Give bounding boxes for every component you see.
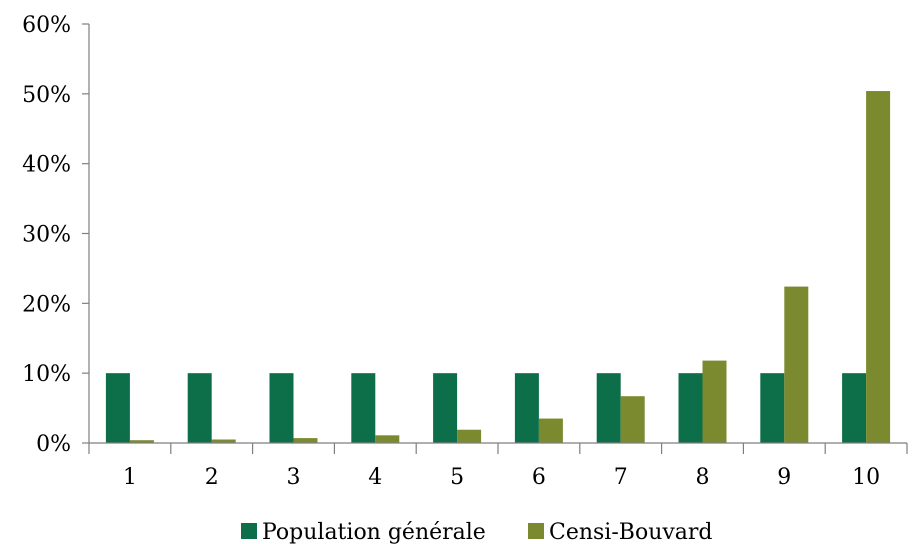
bar-population-generale-2 (187, 373, 212, 443)
bar-population-generale-10 (842, 373, 867, 443)
x-tick-label: 1 (123, 465, 137, 490)
x-tick-label: 4 (368, 465, 382, 490)
bar-censi-bouvard-6 (538, 418, 563, 443)
legend-swatch (241, 523, 257, 539)
x-tick-label: 5 (450, 465, 464, 490)
bar-population-generale-6 (514, 373, 539, 443)
x-tick-label: 3 (287, 465, 301, 490)
bar-censi-bouvard-1 (129, 440, 154, 443)
bar-censi-bouvard-4 (375, 435, 400, 443)
y-tick-label: 20% (22, 292, 71, 317)
x-tick-label: 7 (614, 465, 628, 490)
x-tick-label: 10 (852, 465, 880, 490)
bar-censi-bouvard-5 (457, 429, 482, 443)
y-tick-label: 30% (22, 223, 71, 248)
y-tick-label: 0% (36, 432, 71, 457)
legend-label: Population générale (262, 520, 486, 544)
bar-population-generale-7 (596, 373, 621, 443)
bar-population-generale-4 (351, 373, 376, 443)
bar-censi-bouvard-3 (293, 438, 318, 443)
bars (105, 91, 891, 443)
y-axis: 0% 10% 20% 30% 40% 50% 60% (22, 13, 89, 457)
bar-population-generale-3 (269, 373, 294, 443)
bar-censi-bouvard-7 (620, 396, 645, 443)
bar-population-generale-8 (678, 373, 703, 443)
legend: Population générale Censi-Bouvard (241, 520, 713, 544)
bar-population-generale-1 (105, 373, 130, 443)
bar-censi-bouvard-9 (784, 286, 809, 443)
bar-censi-bouvard-10 (866, 91, 891, 443)
x-tick-label: 9 (777, 465, 791, 490)
legend-label: Censi-Bouvard (549, 520, 713, 544)
bar-population-generale-9 (760, 373, 785, 443)
x-tick-label: 8 (696, 465, 710, 490)
y-tick-label: 40% (22, 153, 71, 178)
x-tick-label: 2 (205, 465, 219, 490)
x-axis: 1 2 3 4 5 6 7 8 9 10 (88, 443, 908, 490)
legend-swatch (528, 523, 544, 539)
bar-censi-bouvard-8 (702, 360, 727, 443)
bar-population-generale-5 (433, 373, 458, 443)
bar-censi-bouvard-2 (211, 439, 236, 443)
y-tick-label: 10% (22, 362, 71, 387)
y-tick-label: 60% (22, 13, 71, 38)
x-tick-label: 6 (532, 465, 546, 490)
y-tick-label: 50% (22, 83, 71, 108)
